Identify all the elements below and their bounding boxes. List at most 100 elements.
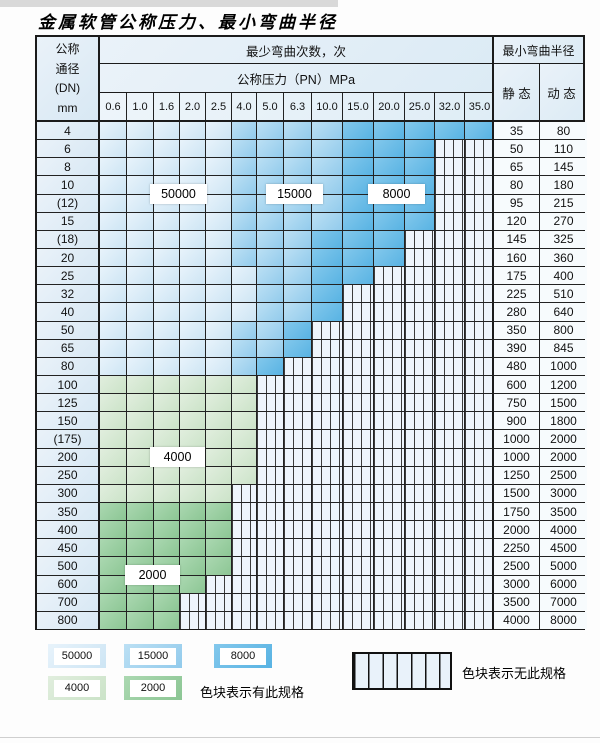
spec-cell-50000 bbox=[127, 212, 154, 230]
bending-cycles-header: 最少弯曲次数，次 bbox=[100, 37, 494, 64]
spec-cell-无此规格 bbox=[232, 575, 257, 593]
spec-cell-无此规格 bbox=[465, 430, 494, 448]
table-row-dn-32: 32 225 510 bbox=[37, 285, 587, 304]
spec-cell-50000 bbox=[127, 158, 154, 176]
spec-cell-15000 bbox=[257, 339, 284, 357]
spec-cell-无此规格 bbox=[465, 521, 494, 539]
spec-cell-2000 bbox=[206, 502, 232, 521]
spec-cell-50000 bbox=[206, 357, 232, 375]
table-row-dn-700: 700 3500 7000 bbox=[37, 593, 587, 612]
spec-cell-无此规格 bbox=[343, 303, 374, 321]
dn-header-line: (DN) bbox=[54, 81, 81, 95]
spec-cell-无此规格 bbox=[465, 412, 494, 430]
spec-cell-无此规格 bbox=[284, 394, 312, 412]
static-radius-cell: 2250 bbox=[494, 539, 540, 557]
spec-cell-50000 bbox=[180, 158, 206, 176]
spec-cell-无此规格 bbox=[435, 357, 465, 375]
spec-cell-无此规格 bbox=[465, 557, 494, 575]
dynamic-radius-cell: 6000 bbox=[540, 575, 587, 593]
spec-cell-8000 bbox=[374, 122, 405, 140]
spec-cell-无此规格 bbox=[374, 521, 405, 539]
legend-no-spec-text: 色块表示无此规格 bbox=[462, 666, 567, 681]
spec-cell-50000 bbox=[180, 321, 206, 339]
pressure-tick-5.0: 5.0 bbox=[257, 93, 284, 120]
spec-cell-50000 bbox=[127, 303, 154, 321]
spec-cell-50000 bbox=[154, 248, 180, 267]
spec-cell-15000 bbox=[232, 248, 257, 267]
spec-cell-50000 bbox=[180, 230, 206, 248]
dn-cell: 300 bbox=[37, 484, 100, 502]
dn-cell: 600 bbox=[37, 575, 100, 593]
static-radius-cell: 145 bbox=[494, 230, 540, 248]
spec-cell-50000 bbox=[206, 194, 232, 212]
dn-header-line: mm bbox=[57, 100, 78, 115]
static-radius-cell: 390 bbox=[494, 339, 540, 357]
dn-cell: 500 bbox=[37, 557, 100, 575]
spec-cell-无此规格 bbox=[374, 267, 405, 285]
spec-cell-无此规格 bbox=[343, 375, 374, 394]
spec-cell-无此规格 bbox=[405, 484, 435, 502]
dn-cell: 125 bbox=[37, 394, 100, 412]
spec-cell-15000 bbox=[257, 248, 284, 267]
page-bottom-rule bbox=[0, 737, 600, 738]
spec-cell-4000 bbox=[127, 430, 154, 448]
spec-cell-无此规格 bbox=[284, 484, 312, 502]
dynamic-radius-cell: 510 bbox=[540, 285, 587, 303]
spec-cell-无此规格 bbox=[312, 448, 343, 466]
spec-cell-无此规格 bbox=[284, 448, 312, 466]
spec-cell-无此规格 bbox=[257, 502, 284, 521]
spec-cell-15000 bbox=[232, 230, 257, 248]
spec-cell-15000 bbox=[232, 176, 257, 194]
spec-cell-8000 bbox=[343, 230, 374, 248]
dn-cell: 250 bbox=[37, 466, 100, 484]
legend-swatch-label: 50000 bbox=[54, 647, 100, 665]
spec-cell-无此规格 bbox=[312, 339, 343, 357]
table-row-dn-15: 15 120 270 bbox=[37, 212, 587, 231]
pressure-tick-20.0: 20.0 bbox=[374, 93, 405, 120]
spec-cell-50000 bbox=[206, 176, 232, 194]
spec-cell-8000 bbox=[374, 230, 405, 248]
spec-cell-4000 bbox=[100, 484, 127, 502]
table-row-dn-8: 8 65 145 bbox=[37, 158, 587, 177]
spec-cell-无此规格 bbox=[257, 412, 284, 430]
static-radius-cell: 2500 bbox=[494, 557, 540, 575]
dynamic-radius-cell: 1800 bbox=[540, 412, 587, 430]
dn-cell: 40 bbox=[37, 303, 100, 321]
spec-cell-50000 bbox=[206, 122, 232, 140]
spec-cell-无此规格 bbox=[374, 430, 405, 448]
legend-swatch-label: 2000 bbox=[130, 679, 176, 697]
spec-cell-无此规格 bbox=[312, 394, 343, 412]
spec-cell-4000 bbox=[127, 466, 154, 484]
spec-cell-2000 bbox=[127, 502, 154, 521]
spec-cell-无此规格 bbox=[465, 448, 494, 466]
static-radius-cell: 350 bbox=[494, 321, 540, 339]
spec-cell-50000 bbox=[180, 267, 206, 285]
spec-cell-无此规格 bbox=[232, 502, 257, 521]
spec-cell-无此规格 bbox=[435, 285, 465, 303]
dynamic-radius-cell: 7000 bbox=[540, 593, 587, 611]
spec-cell-4000 bbox=[154, 412, 180, 430]
table-row-dn-4: 4 35 80 bbox=[37, 122, 587, 141]
spec-cell-4000 bbox=[154, 394, 180, 412]
spec-cell-50000 bbox=[127, 122, 154, 140]
dn-cell: 8 bbox=[37, 158, 100, 176]
spec-cell-无此规格 bbox=[312, 321, 343, 339]
spec-cell-2000 bbox=[100, 557, 127, 575]
spec-cell-无此规格 bbox=[312, 375, 343, 394]
spec-cell-无此规格 bbox=[343, 357, 374, 375]
static-radius-cell: 80 bbox=[494, 176, 540, 194]
spec-cell-15000 bbox=[257, 122, 284, 140]
spec-cell-4000 bbox=[232, 430, 257, 448]
spec-cell-无此规格 bbox=[465, 176, 494, 194]
spec-cell-无此规格 bbox=[435, 593, 465, 611]
spec-cell-无此规格 bbox=[435, 248, 465, 267]
spec-cell-2000 bbox=[180, 521, 206, 539]
spec-cell-无此规格 bbox=[374, 448, 405, 466]
spec-cell-15000 bbox=[257, 212, 284, 230]
static-radius-cell: 1000 bbox=[494, 430, 540, 448]
spec-cell-50000 bbox=[180, 357, 206, 375]
spec-cell-15000 bbox=[284, 230, 312, 248]
spec-cell-8000 bbox=[343, 140, 374, 158]
dynamic-radius-cell: 4000 bbox=[540, 521, 587, 539]
spec-cell-无此规格 bbox=[257, 611, 284, 629]
